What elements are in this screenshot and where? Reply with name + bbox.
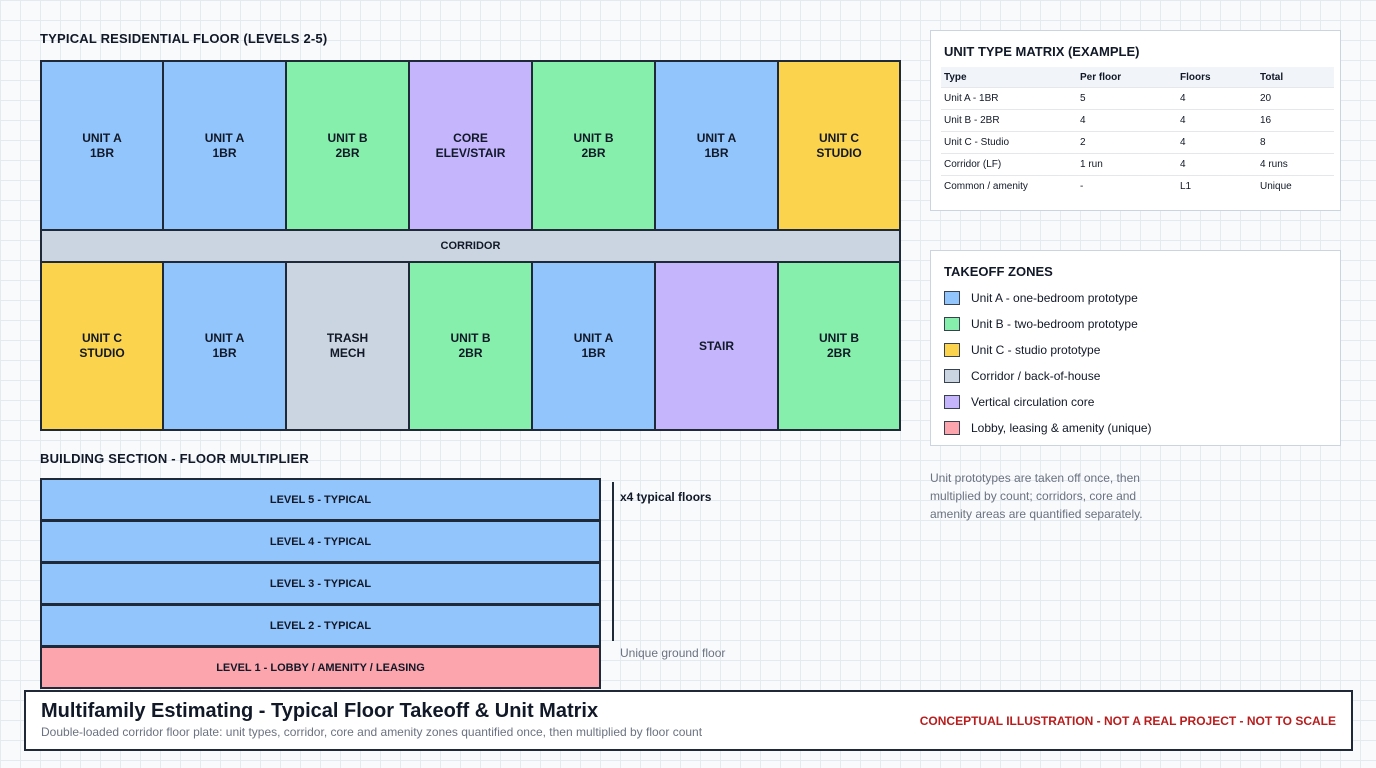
floor-plan: UNIT A 1BR UNIT A 1BR UNIT B 2BR CORE EL…: [40, 60, 901, 431]
floor-plan-title: TYPICAL RESIDENTIAL FLOOR (LEVELS 2-5): [40, 31, 328, 46]
legend-swatch: [944, 291, 960, 305]
cell-floors: L1: [1177, 175, 1257, 197]
cell-per-floor: 4: [1077, 109, 1177, 132]
legend-item-unit-b: Unit B - two-bedroom prototype: [944, 315, 1138, 333]
room-bottom-7: UNIT B 2BR: [777, 261, 901, 431]
room-top-3: UNIT B 2BR: [285, 60, 410, 231]
level-4: LEVEL 4 - TYPICAL: [40, 520, 601, 563]
unit-matrix-table: Type Per floor Floors Total Unit A - 1BR…: [941, 67, 1334, 197]
cell-type: Unit B - 2BR: [941, 109, 1077, 132]
room-top-1: UNIT A 1BR: [40, 60, 164, 231]
table-row: Unit C - Studio 2 4 8: [941, 131, 1334, 154]
level-3: LEVEL 3 - TYPICAL: [40, 562, 601, 605]
cell-per-floor: 1 run: [1077, 153, 1177, 176]
corridor: CORRIDOR: [40, 229, 901, 263]
cell-floors: 4: [1177, 109, 1257, 132]
cell-per-floor: 5: [1077, 87, 1177, 110]
level-2: LEVEL 2 - TYPICAL: [40, 604, 601, 647]
cell-per-floor: -: [1077, 175, 1177, 197]
legend-swatch: [944, 395, 960, 409]
takeoff-note: Unit prototypes are taken off once, then…: [930, 471, 1143, 521]
cell-total: Unique: [1257, 175, 1334, 197]
room-top-4: CORE ELEV/STAIR: [408, 60, 533, 231]
legend-swatch: [944, 421, 960, 435]
legend-label: Unit C - studio prototype: [971, 343, 1101, 357]
legend-swatch: [944, 343, 960, 357]
room-bottom-2: UNIT A 1BR: [162, 261, 287, 431]
legend-label: Unit B - two-bedroom prototype: [971, 317, 1138, 331]
footer-subtitle: Double-loaded corridor floor plate: unit…: [41, 725, 703, 739]
room-bottom-6: STAIR: [654, 261, 779, 431]
table-row: Unit B - 2BR 4 4 16: [941, 109, 1334, 132]
legend-label: Unit A - one-bedroom prototype: [971, 291, 1138, 305]
cell-total: 4 runs: [1257, 153, 1334, 176]
legend-item-unit-c: Unit C - studio prototype: [944, 341, 1100, 359]
cell-floors: 4: [1177, 131, 1257, 154]
unit-matrix-title: UNIT TYPE MATRIX (EXAMPLE): [944, 44, 1140, 59]
cell-type: Unit C - Studio: [941, 131, 1077, 154]
room-top-5: UNIT B 2BR: [531, 60, 656, 231]
table-row: Corridor (LF) 1 run 4 4 runs: [941, 153, 1334, 176]
cell-floors: 4: [1177, 87, 1257, 110]
cell-type: Common / amenity: [941, 175, 1077, 197]
col-header-type: Type: [941, 67, 1077, 88]
multiplier-label: x4 typical floors: [620, 490, 712, 504]
takeoff-zones-panel: TAKEOFF ZONES Unit A - one-bedroom proto…: [930, 250, 1341, 446]
table-header-row: Type Per floor Floors Total: [941, 67, 1334, 88]
table-row: Common / amenity - L1 Unique: [941, 175, 1334, 197]
cell-floors: 4: [1177, 153, 1257, 176]
room-top-7: UNIT C STUDIO: [777, 60, 901, 231]
table-row: Unit A - 1BR 5 4 20: [941, 87, 1334, 110]
multiplier-bracket: [612, 482, 614, 641]
legend-swatch: [944, 369, 960, 383]
room-top-6: UNIT A 1BR: [654, 60, 779, 231]
footer-title: Multifamily Estimating - Typical Floor T…: [41, 700, 599, 722]
legend-item-unit-a: Unit A - one-bedroom prototype: [944, 289, 1138, 307]
legend-label: Lobby, leasing & amenity (unique): [971, 421, 1152, 435]
room-bottom-4: UNIT B 2BR: [408, 261, 533, 431]
cell-total: 16: [1257, 109, 1334, 132]
col-header-floors: Floors: [1177, 67, 1257, 88]
cell-type: Unit A - 1BR: [941, 87, 1077, 110]
legend-item-core: Vertical circulation core: [944, 393, 1094, 411]
room-top-2: UNIT A 1BR: [162, 60, 287, 231]
footer-bar: Multifamily Estimating - Typical Floor T…: [24, 690, 1353, 751]
section-title: BUILDING SECTION - FLOOR MULTIPLIER: [40, 451, 309, 466]
ground-floor-note: Unique ground floor: [620, 646, 726, 660]
legend-swatch: [944, 317, 960, 331]
legend-item-corridor: Corridor / back-of-house: [944, 367, 1100, 385]
cell-total: 20: [1257, 87, 1334, 110]
legend-label: Vertical circulation core: [971, 395, 1095, 409]
col-header-per-floor: Per floor: [1077, 67, 1177, 88]
level-1: LEVEL 1 - LOBBY / AMENITY / LEASING: [40, 646, 601, 689]
level-5: LEVEL 5 - TYPICAL: [40, 478, 601, 521]
cell-type: Corridor (LF): [941, 153, 1077, 176]
unit-matrix-panel: UNIT TYPE MATRIX (EXAMPLE) Type Per floo…: [930, 30, 1341, 211]
takeoff-zones-title: TAKEOFF ZONES: [944, 264, 1053, 279]
legend-label: Corridor / back-of-house: [971, 369, 1101, 383]
legend-item-lobby: Lobby, leasing & amenity (unique): [944, 419, 1152, 437]
footer-disclaimer: CONCEPTUAL ILLUSTRATION - NOT A REAL PRO…: [919, 714, 1336, 728]
room-bottom-1: UNIT C STUDIO: [40, 261, 164, 431]
cell-total: 8: [1257, 131, 1334, 154]
room-bottom-3: TRASH MECH: [285, 261, 410, 431]
col-header-total: Total: [1257, 67, 1334, 88]
room-bottom-5: UNIT A 1BR: [531, 261, 656, 431]
cell-per-floor: 2: [1077, 131, 1177, 154]
